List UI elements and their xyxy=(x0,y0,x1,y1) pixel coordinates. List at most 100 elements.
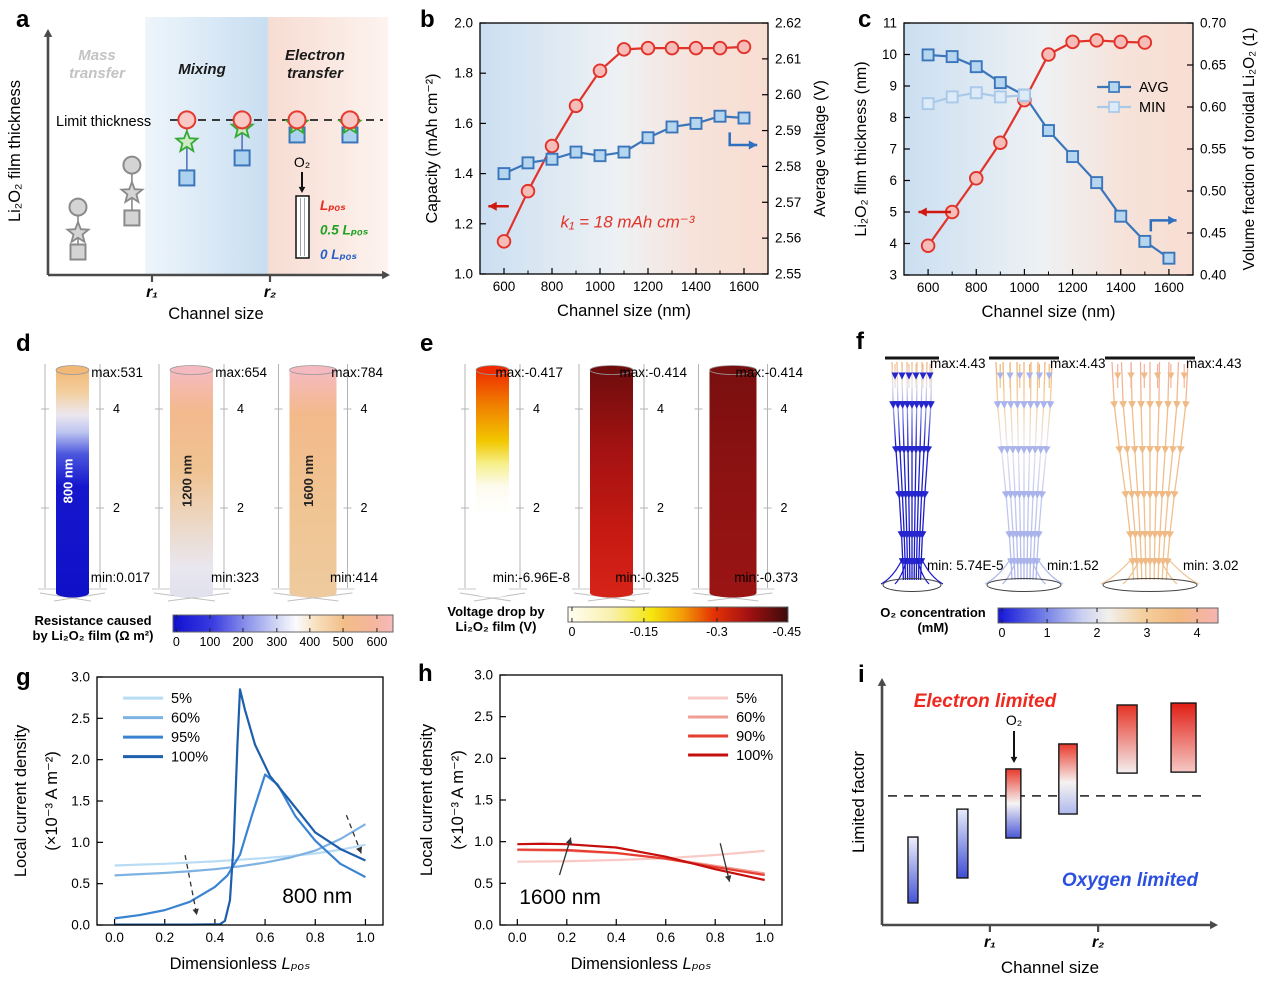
svg-text:O₂: O₂ xyxy=(294,154,310,170)
svg-text:600: 600 xyxy=(367,635,388,649)
svg-text:1.0: 1.0 xyxy=(454,267,473,282)
svg-text:2.0: 2.0 xyxy=(454,16,473,31)
svg-text:min:0.017: min:0.017 xyxy=(91,570,150,585)
svg-text:4: 4 xyxy=(781,402,788,416)
svg-text:2.5: 2.5 xyxy=(71,711,90,726)
svg-text:AVG: AVG xyxy=(1139,80,1169,96)
svg-text:1.6: 1.6 xyxy=(454,116,473,131)
panel-letter-g: g xyxy=(16,664,31,691)
svg-text:300: 300 xyxy=(266,635,287,649)
svg-text:max:654: max:654 xyxy=(215,365,267,380)
panel-c-chart: 600 800 1000 1200 1400 1600 3 4 5 6 7 8 9 10 11 0.40 0.4… xyxy=(853,16,1258,322)
svg-text:11: 11 xyxy=(883,16,897,31)
svg-text:Electron limited: Electron limited xyxy=(914,691,1057,712)
svg-text:-0.15: -0.15 xyxy=(630,625,659,639)
svg-text:10: 10 xyxy=(882,47,897,62)
panel-letter-d: d xyxy=(16,330,31,357)
svg-text:2: 2 xyxy=(113,501,120,515)
svg-text:max:4.43: max:4.43 xyxy=(930,356,986,371)
svg-text:100%: 100% xyxy=(171,750,208,766)
svg-text:-0.45: -0.45 xyxy=(773,625,802,639)
svg-text:Dimensionless Lₚₒₛ: Dimensionless Lₚₒₛ xyxy=(571,955,712,973)
svg-text:0.55: 0.55 xyxy=(1200,142,1226,157)
svg-text:max:784: max:784 xyxy=(331,365,383,380)
svg-text:600: 600 xyxy=(493,279,516,294)
panel-f-oxygen-streamlines: max:4.43 min: 5.74E-5 max:4.43 min:1.52 max:… xyxy=(880,356,1242,640)
svg-text:5%: 5% xyxy=(171,691,192,707)
svg-text:Channel size: Channel size xyxy=(168,305,263,323)
panel-f-caption-line2: (mM) xyxy=(917,620,949,635)
svg-text:0.4: 0.4 xyxy=(206,930,225,945)
svg-text:0.60: 0.60 xyxy=(1200,100,1226,115)
svg-text:4: 4 xyxy=(889,236,897,251)
svg-text:2.56: 2.56 xyxy=(775,231,801,246)
svg-text:1.0: 1.0 xyxy=(474,834,493,849)
svg-text:Channel size: Channel size xyxy=(1001,958,1099,977)
svg-text:0.4: 0.4 xyxy=(607,930,626,945)
svg-text:min:-0.325: min:-0.325 xyxy=(615,570,679,585)
panel-letter-c: c xyxy=(858,6,872,33)
svg-text:6: 6 xyxy=(889,173,897,188)
svg-text:Mass: Mass xyxy=(78,47,116,64)
svg-text:min:-0.373: min:-0.373 xyxy=(734,570,798,585)
svg-text:0.0: 0.0 xyxy=(474,918,493,933)
svg-text:Lₚₒₛ: Lₚₒₛ xyxy=(320,198,346,213)
panel-f-caption: O₂ concentration (mM) xyxy=(860,605,1006,635)
svg-text:1.5: 1.5 xyxy=(71,794,90,809)
svg-text:0.70: 0.70 xyxy=(1200,16,1226,31)
svg-text:1.0: 1.0 xyxy=(71,835,90,850)
svg-text:MIN: MIN xyxy=(1139,100,1166,116)
svg-text:max:-0.414: max:-0.414 xyxy=(619,365,687,380)
svg-text:95%: 95% xyxy=(171,730,200,746)
svg-text:1400: 1400 xyxy=(681,279,711,294)
svg-text:1000: 1000 xyxy=(585,279,615,294)
svg-text:Local current density: Local current density xyxy=(418,723,436,876)
svg-text:4: 4 xyxy=(237,402,244,416)
svg-text:Average voltage (V): Average voltage (V) xyxy=(812,80,829,217)
svg-text:100: 100 xyxy=(200,635,221,649)
svg-text:2.59: 2.59 xyxy=(775,123,801,138)
svg-text:Capacity (mAh cm⁻²): Capacity (mAh cm⁻²) xyxy=(424,74,441,224)
svg-text:k₁ = 18 mAh cm⁻³: k₁ = 18 mAh cm⁻³ xyxy=(561,213,696,232)
svg-text:0.0: 0.0 xyxy=(105,930,124,945)
svg-text:1600: 1600 xyxy=(1154,280,1184,295)
panel-letter-i: i xyxy=(858,661,865,688)
svg-text:r₂: r₂ xyxy=(1092,934,1104,951)
svg-text:800 nm: 800 nm xyxy=(282,885,352,908)
svg-text:r₁: r₁ xyxy=(146,284,158,301)
svg-text:2: 2 xyxy=(657,501,664,515)
svg-text:0.65: 0.65 xyxy=(1200,58,1226,73)
svg-text:1600 nm: 1600 nm xyxy=(301,455,316,507)
svg-text:2.58: 2.58 xyxy=(775,159,801,174)
svg-text:5: 5 xyxy=(889,205,897,220)
svg-text:100%: 100% xyxy=(736,748,773,764)
panel-e-voltage-cylinders: max:-0.417 min:-6.96E-8 4 2 max:-0.414 min:-0… xyxy=(458,364,803,639)
svg-text:max:531: max:531 xyxy=(91,365,143,380)
svg-text:Li₂O₂ film thickness: Li₂O₂ film thickness xyxy=(6,80,24,222)
svg-text:r₂: r₂ xyxy=(264,284,276,301)
svg-text:transfer: transfer xyxy=(287,65,344,82)
svg-text:0.6: 0.6 xyxy=(256,930,275,945)
panel-letter-b: b xyxy=(420,6,435,33)
svg-text:Li₂O₂ film thickness (nm): Li₂O₂ film thickness (nm) xyxy=(853,61,870,236)
svg-text:1.0: 1.0 xyxy=(755,930,774,945)
svg-text:1.0: 1.0 xyxy=(356,930,375,945)
svg-text:90%: 90% xyxy=(736,729,765,745)
panel-g-chart: 0.0 0.2 0.4 0.6 0.8 1.0 0.0 0.5 1.0 1.5 2.0 2.5 3.0 5… xyxy=(12,670,384,973)
svg-text:Electron: Electron xyxy=(285,47,345,64)
svg-text:4: 4 xyxy=(533,402,540,416)
svg-text:max:-0.414: max:-0.414 xyxy=(735,365,803,380)
svg-text:max:4.43: max:4.43 xyxy=(1050,356,1106,371)
svg-text:7: 7 xyxy=(889,142,897,157)
svg-text:Volume fraction of toroidal Li: Volume fraction of toroidal Li₂O₂ (1) xyxy=(1241,28,1258,271)
svg-text:0.40: 0.40 xyxy=(1200,268,1226,283)
svg-text:2.60: 2.60 xyxy=(775,87,801,102)
svg-text:4: 4 xyxy=(1194,626,1201,640)
panel-b-chart: 600 800 1000 1200 1400 1600 1.0 1.2 1.4 1.6 1.8 2.0… xyxy=(424,16,829,321)
svg-text:600: 600 xyxy=(917,280,940,295)
svg-text:4: 4 xyxy=(657,402,664,416)
svg-text:Mixing: Mixing xyxy=(178,61,226,78)
